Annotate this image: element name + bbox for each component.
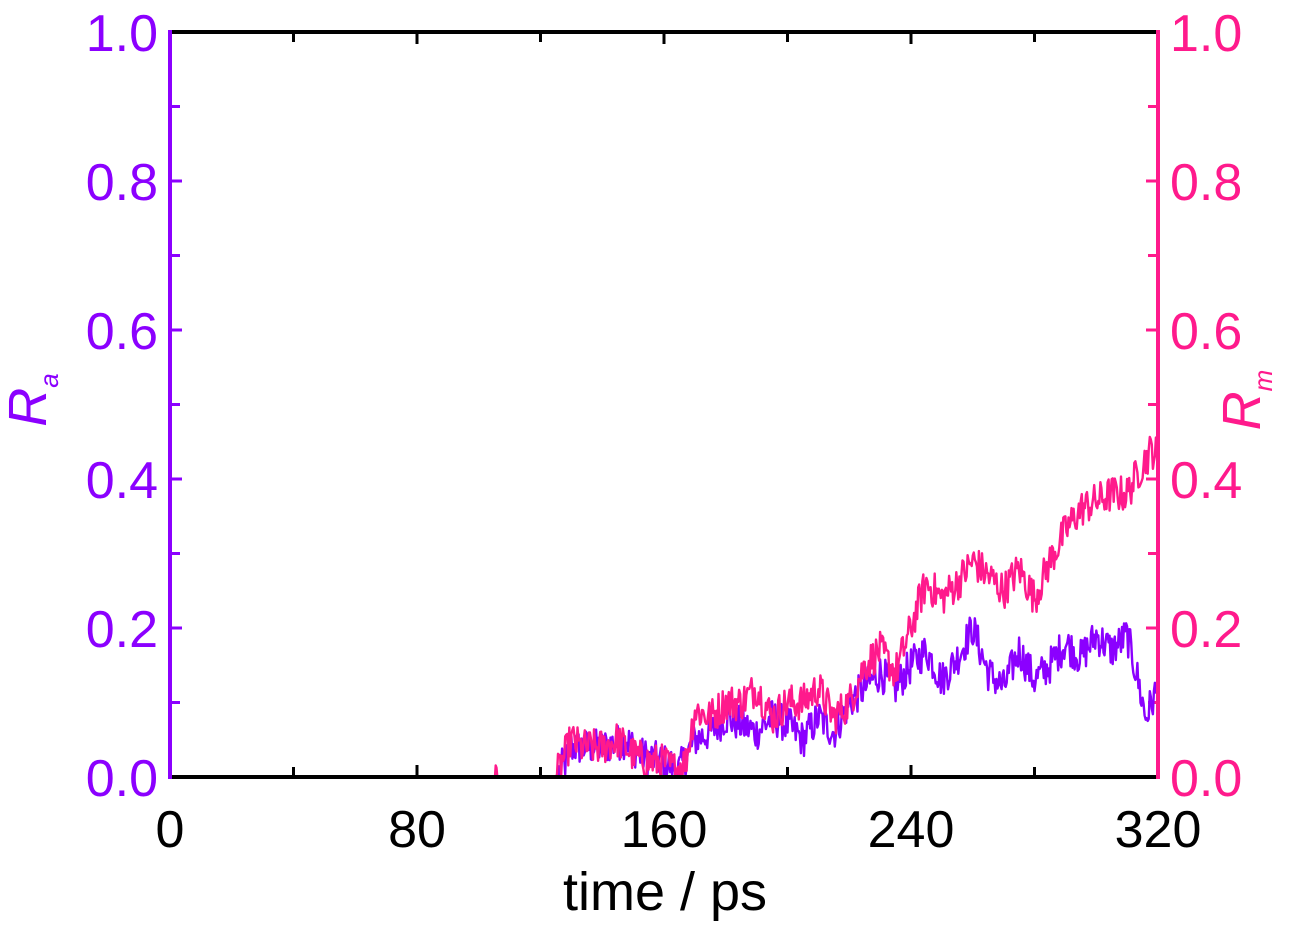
series-rm-line bbox=[169, 435, 1160, 779]
series-layer bbox=[169, 435, 1160, 779]
left-y-tick-label: 0.2 bbox=[86, 601, 158, 659]
left-axis-title: Ra bbox=[0, 373, 64, 426]
right-y-tick-label: 0.8 bbox=[1170, 154, 1242, 212]
x-tick-label: 160 bbox=[621, 801, 708, 859]
left-axis-title-text: Ra bbox=[0, 373, 64, 426]
left-y-tick-label: 0.6 bbox=[86, 303, 158, 361]
label-layer: time / ps Ra Rm 0 80 160 240 3200.00.20.40.6… bbox=[0, 5, 1278, 922]
x-tick-label: 320 bbox=[1115, 801, 1202, 859]
right-axis-title: Rm bbox=[1212, 370, 1278, 431]
right-y-tick-label: 0.4 bbox=[1170, 452, 1242, 510]
frame-layer bbox=[168, 30, 1160, 779]
x-axis-title: time / ps bbox=[563, 862, 767, 922]
right-y-tick-label: 1.0 bbox=[1170, 5, 1242, 63]
right-y-tick-label: 0.2 bbox=[1170, 601, 1242, 659]
right-axis-title-text: Rm bbox=[1212, 370, 1278, 431]
left-axis-title-main: R bbox=[0, 388, 58, 427]
right-axis-title-sub: m bbox=[1248, 370, 1278, 392]
left-axis-title-sub: a bbox=[34, 373, 64, 387]
right-axis-title-main: R bbox=[1212, 391, 1272, 430]
right-y-tick-label: 0.0 bbox=[1170, 750, 1242, 808]
left-y-tick-label: 1.0 bbox=[86, 5, 158, 63]
right-y-tick-label: 0.6 bbox=[1170, 303, 1242, 361]
x-tick-label: 0 bbox=[156, 801, 185, 859]
left-y-tick-label: 0.4 bbox=[86, 452, 158, 510]
left-y-tick-label: 0.0 bbox=[86, 750, 158, 808]
x-tick-label: 80 bbox=[388, 801, 446, 859]
x-tick-label: 240 bbox=[868, 801, 955, 859]
left-y-tick-label: 0.8 bbox=[86, 154, 158, 212]
